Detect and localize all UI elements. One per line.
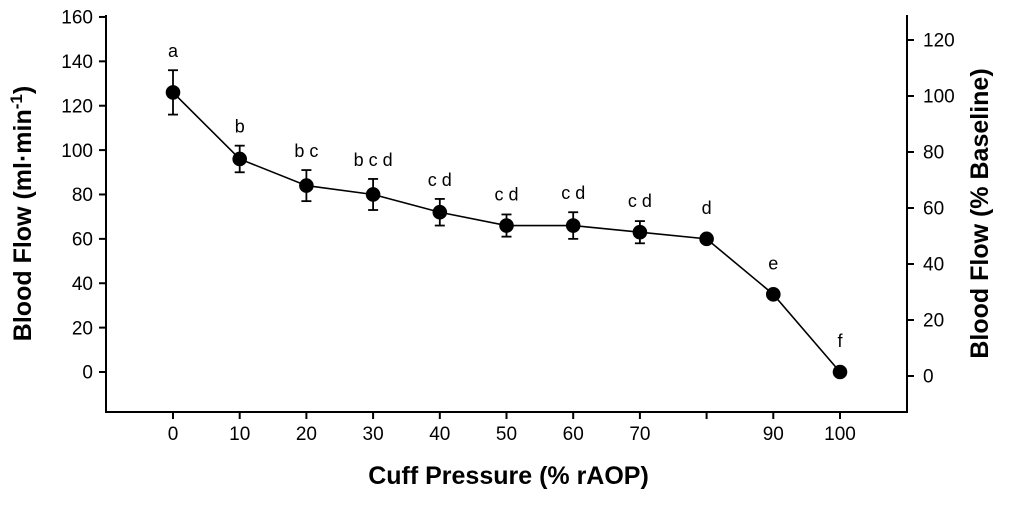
y-left-tick-label: 60 (72, 230, 93, 251)
x-axis-title: Cuff Pressure (% rAOP) (368, 462, 649, 490)
y-left-axis-title: Blood Flow (ml·min-1) (7, 86, 37, 341)
y-axis-left: 0 20 40 60 80 100 120 140 160 (61, 8, 106, 384)
data-point (766, 287, 781, 302)
significance-labels: a b b c b c d c d c d c d c d d e f (168, 41, 844, 351)
significance-label: f (837, 331, 843, 351)
y-right-tick-label: 120 (923, 31, 955, 52)
y-right-tick-label: 0 (923, 367, 934, 388)
y-right-tick-label: 100 (923, 87, 955, 108)
significance-label: a (168, 41, 179, 61)
x-tick-label: 20 (296, 424, 317, 445)
significance-label: c d (628, 191, 652, 211)
x-axis: 0 10 20 30 40 50 60 70 90 100 (168, 412, 856, 445)
y-left-tick-label: 160 (61, 8, 93, 29)
y-left-tick-label: 0 (82, 363, 93, 384)
x-tick-label: 90 (763, 424, 784, 445)
y-right-axis-title: Blood Flow (% Baseline) (966, 68, 994, 358)
x-tick-label: 70 (629, 424, 650, 445)
significance-label: c d (494, 185, 518, 205)
x-tick-label: 100 (824, 424, 856, 445)
significance-label: d (702, 198, 712, 218)
y-right-tick-label: 40 (923, 255, 944, 276)
significance-label: b (235, 117, 245, 137)
y-right-tick-label: 60 (923, 199, 944, 220)
significance-label: c d (561, 183, 585, 203)
y-right-tick-label: 20 (923, 311, 944, 332)
data-point (832, 364, 848, 380)
x-tick-label: 0 (168, 424, 179, 445)
x-tick-label: 40 (429, 424, 450, 445)
axis-spines (105, 15, 908, 413)
y-right-tick-label: 80 (923, 143, 944, 164)
error-bars (168, 69, 645, 245)
significance-label: e (768, 253, 778, 273)
x-tick-label: 30 (363, 424, 384, 445)
x-tick-label: 50 (496, 424, 517, 445)
x-tick-label: 10 (229, 424, 250, 445)
y-left-tick-label: 20 (72, 318, 93, 339)
data-point (699, 231, 714, 247)
y-left-tick-label: 140 (61, 52, 93, 73)
y-left-tick-label: 40 (72, 274, 93, 295)
y-left-tick-label: 100 (61, 141, 93, 162)
y-left-tick-label: 120 (61, 96, 93, 117)
y-axis-right: 0 20 40 60 80 100 120 (907, 31, 955, 388)
x-tick-label: 60 (563, 424, 584, 445)
significance-label: b c d (354, 150, 393, 170)
y-left-tick-label: 80 (72, 185, 93, 206)
significance-label: c d (428, 170, 452, 190)
significance-label: b c (294, 141, 318, 161)
